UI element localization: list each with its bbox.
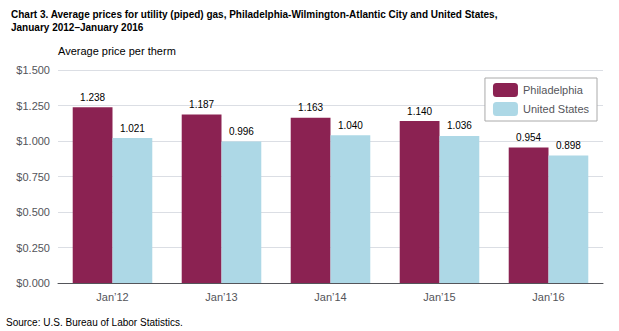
svg-text:0.954: 0.954 (516, 132, 541, 143)
svg-text:1.163: 1.163 (298, 102, 323, 113)
svg-text:United States: United States (523, 103, 590, 115)
svg-text:$1.500: $1.500 (16, 64, 50, 76)
svg-text:1.021: 1.021 (120, 123, 145, 134)
svg-text:$1.250: $1.250 (16, 100, 50, 112)
svg-text:$0.250: $0.250 (16, 242, 50, 254)
svg-text:Average price per therm: Average price per therm (58, 45, 176, 57)
svg-text:$0.000: $0.000 (16, 277, 50, 289)
svg-text:Jan’13: Jan’13 (205, 291, 237, 303)
svg-text:Jan’14: Jan’14 (314, 291, 346, 303)
svg-text:Philadelphia: Philadelphia (523, 84, 584, 96)
svg-text:1.140: 1.140 (407, 106, 432, 117)
svg-text:$1.000: $1.000 (16, 135, 50, 147)
svg-text:1.036: 1.036 (447, 120, 472, 131)
svg-text:Source: U.S. Bureau of Labor S: Source: U.S. Bureau of Labor Statistics. (6, 317, 183, 328)
svg-text:Jan’12: Jan’12 (96, 291, 128, 303)
svg-text:January 2012–January 2016: January 2012–January 2016 (11, 22, 144, 33)
svg-text:Chart 3. Average prices for ut: Chart 3. Average prices for utility (pip… (11, 9, 498, 20)
svg-text:$0.750: $0.750 (16, 171, 50, 183)
svg-text:Jan’16: Jan’16 (532, 291, 564, 303)
svg-text:1.187: 1.187 (189, 99, 214, 110)
svg-text:$0.500: $0.500 (16, 206, 50, 218)
svg-text:Jan’15: Jan’15 (423, 291, 455, 303)
svg-text:0.898: 0.898 (556, 140, 581, 151)
svg-text:1.040: 1.040 (338, 120, 363, 131)
svg-text:0.996: 0.996 (229, 126, 254, 137)
svg-text:1.238: 1.238 (80, 92, 105, 103)
